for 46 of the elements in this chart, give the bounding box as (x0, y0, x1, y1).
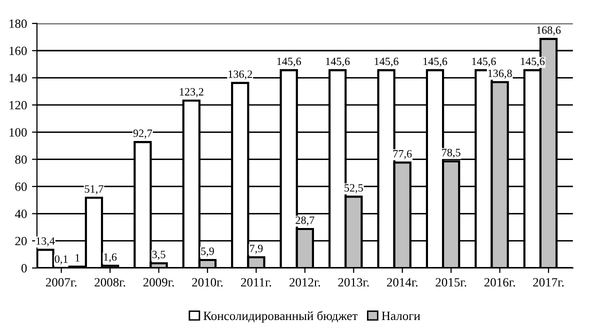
data-label: 7,9 (250, 244, 263, 254)
data-label: 168,6 (536, 26, 561, 36)
data-label: 13,4 (36, 237, 55, 246)
y-tick-label: 40 (14, 210, 27, 218)
data-label: 3,5 (152, 250, 166, 260)
data-label: 123,2 (180, 88, 204, 98)
x-tick-label: 2017г. (533, 278, 564, 287)
x-tick-label: 2008г. (94, 278, 126, 287)
data-label: 145,6 (423, 58, 448, 67)
x-tick-label: 2009г. (143, 278, 174, 287)
data-label: 92,7 (133, 130, 152, 139)
y-tick-label: 20 (15, 236, 27, 246)
x-tick-label: 2010г. (192, 278, 223, 287)
x-tick-label: 2012г. (290, 278, 320, 287)
data-label: 145,6 (374, 58, 398, 67)
legend-label: Налоги (382, 312, 420, 320)
y-tick-label: 0 (21, 264, 27, 272)
data-label: 51,7 (84, 185, 104, 194)
y-tick-label: 120 (10, 100, 27, 110)
y-tick-label: 140 (10, 74, 27, 82)
data-label: 28,7 (296, 216, 314, 226)
data-label: 145,6 (520, 58, 545, 67)
y-tick-label: 180 (10, 19, 27, 28)
y-tick-label: 100 (10, 128, 27, 137)
data-label: 5,9 (201, 247, 214, 257)
y-tick-label: 60 (15, 182, 27, 191)
data-label: 136,8 (488, 70, 512, 79)
data-label: 0,1 (54, 255, 68, 264)
data-label: 145,6 (277, 58, 302, 67)
data-label: 145,6 (472, 58, 496, 67)
data-label: 136,2 (228, 70, 252, 80)
data-label: 78,5 (442, 148, 460, 158)
x-tick-label: 2014г. (386, 278, 418, 287)
x-tick-label: 2007г. (46, 278, 76, 287)
data-label: 1,6 (104, 253, 117, 262)
x-tick-label: 2016г. (484, 278, 515, 287)
y-tick-label: 160 (10, 46, 27, 56)
data-label: 1 (76, 254, 80, 262)
data-label: 52,5 (344, 184, 363, 194)
data-label: 145,6 (326, 58, 350, 67)
data-label: 77,6 (393, 150, 412, 160)
x-tick-label: 2013г. (338, 278, 369, 287)
x-tick-label: 2015г. (436, 278, 466, 287)
legend-label: Консолидированный бюджет (204, 311, 358, 323)
x-tick-label: 2011г. (241, 278, 272, 287)
y-tick-label: 80 (15, 155, 27, 164)
